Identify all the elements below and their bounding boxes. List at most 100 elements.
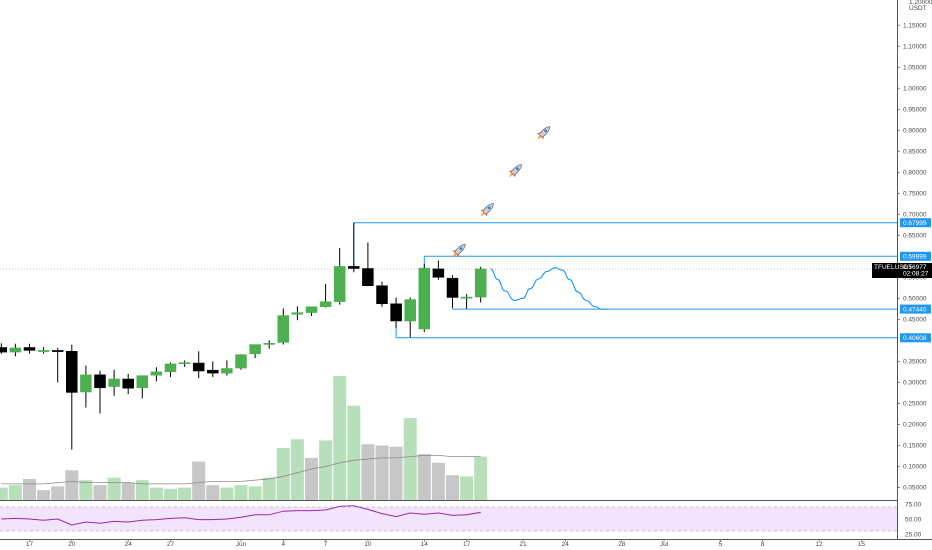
y-tick-label: 0.05000 [903,485,927,492]
y-tick-label: 0.45000 [903,317,927,324]
candle-body-4 [51,350,64,352]
volume-pane [0,376,488,500]
volume-bar-32 [446,475,459,500]
volume-bar-14 [192,461,206,500]
candle-body-13 [178,362,191,365]
y-tick-label: 0.15000 [903,443,927,450]
candlestick-series [0,222,487,450]
candle-body-17 [235,354,247,369]
y-scale-label: 1.20000 [909,0,932,6]
y-tick-label: 0.95000 [903,107,927,114]
volume-bar-21 [290,439,304,500]
candle-body-10 [136,375,149,389]
candle-body-24 [333,266,346,302]
x-tick-label: 20 [68,541,76,548]
x-tick-label: 28 [618,541,626,548]
level-label: 0.40608 [903,335,927,342]
y-tick-label: 1.10000 [903,44,927,51]
y-tick-label: 0.65000 [903,233,927,240]
candle-body-21 [291,312,304,315]
candle-body-29 [404,299,416,322]
rocket-window [544,129,547,133]
volume-bar-0 [0,487,8,500]
volume-bar-26 [361,444,375,500]
rocket-flame [452,252,458,258]
volume-bar-15 [206,485,220,500]
volume-bar-33 [460,476,474,500]
rocket-icon [480,203,494,217]
symbol-label: TFUELUSDT [874,264,912,271]
rocket-fin-right [542,135,545,140]
volume-bar-12 [164,488,177,500]
volume-bar-16 [220,487,234,500]
candle-body-28 [390,303,402,322]
last-price-label-bg [872,263,932,279]
y-tick-label: 0.80000 [903,170,927,177]
y-tick-label: 0.30000 [903,380,927,387]
x-tick-label: 24 [562,541,570,548]
rocket-body [482,203,494,215]
y-tick-label: 0.70000 [903,212,927,219]
candle-body-0 [0,347,8,353]
volume-bar-18 [248,486,262,500]
candle-body-22 [305,306,318,313]
volume-bar-29 [403,418,417,500]
volume-bar-13 [178,487,192,500]
rocket-fin-left [508,170,514,173]
rocket-window [487,206,491,210]
volume-bar-10 [135,480,149,500]
candle-body-30 [418,267,431,330]
y-tick-label: 0.50000 [903,296,927,303]
rsi-line [1,505,481,526]
level-label-bg-1 [900,251,931,261]
volume-bar-3 [37,490,51,500]
volume-bar-4 [51,486,65,500]
level-label: 0.67999 [903,220,927,227]
rsi-pane [0,505,897,532]
candle-body-20 [277,315,290,343]
candle-body-31 [432,268,445,278]
candle-body-5 [66,351,78,393]
volume-bar-1 [8,485,22,500]
candle-body-27 [376,285,388,305]
x-tick-label: Jul [660,541,669,548]
candle-body-15 [207,369,219,374]
rocket-fin-right [485,212,488,217]
volume-bar-23 [319,440,333,500]
rocket-body [510,164,522,176]
countdown-label: 02:08:27 [903,271,929,278]
rsi-tick-label: 50.00 [905,516,922,523]
candle-body-32 [446,277,459,298]
rocket-body [538,126,551,138]
time-axis[interactable]: 17 20 24 27 Jun 4 7 10 14 17 21 24 28 Jul 5 8 12 15 [26,540,866,548]
volume-bar-17 [234,485,248,500]
candle-body-14 [192,362,205,372]
candle-body-26 [362,268,374,286]
rocket-body [454,244,466,256]
last-price-label: 0.56977 [903,264,927,271]
y-tick-label: 0.25000 [903,401,927,408]
candle-body-19 [263,343,275,345]
level-label-bg-2 [900,304,931,314]
candle-body-7 [94,374,106,389]
rocket-flame [508,172,514,178]
rocket-fin-left [536,132,542,135]
candle-body-34 [474,268,487,298]
rocket-fin-right [457,252,460,258]
x-tick-label: 27 [167,541,175,548]
volume-bar-5 [65,470,79,500]
volume-ma-line [1,454,481,485]
x-tick-label: 12 [815,541,823,548]
price-axis[interactable]: 1.15000 1.10000 1.05000 1.00000 0.95000 0.900… [872,0,932,538]
currency-label: USDT [909,5,927,12]
y-tick-label: 1.15000 [903,23,927,30]
volume-bar-11 [149,487,163,500]
y-tick-label: 0.55000 [903,275,927,282]
candle-body-33 [460,296,473,299]
y-tick-label: 1.00000 [903,86,927,93]
rocket-icon [508,164,522,178]
volume-bar-24 [333,376,347,500]
